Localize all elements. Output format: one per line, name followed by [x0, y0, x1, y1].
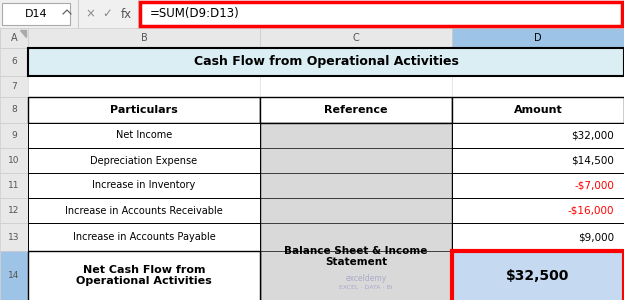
- Bar: [260, 123, 452, 300]
- Bar: [260, 76, 452, 97]
- Text: 11: 11: [8, 181, 20, 190]
- Text: $32,500: $32,500: [506, 268, 570, 283]
- Bar: [28, 173, 260, 198]
- Text: -$7,000: -$7,000: [574, 181, 614, 190]
- Bar: [452, 123, 624, 148]
- Bar: [0, 76, 28, 97]
- Bar: [452, 223, 624, 251]
- Text: Net Income: Net Income: [116, 130, 172, 140]
- Bar: [452, 251, 624, 300]
- Bar: [0, 198, 28, 223]
- Bar: [260, 28, 452, 48]
- Text: Amount: Amount: [514, 105, 562, 115]
- Text: =SUM(D9:D13): =SUM(D9:D13): [150, 8, 240, 20]
- Text: EXCEL · DATA · BI: EXCEL · DATA · BI: [339, 285, 393, 290]
- Text: $32,000: $32,000: [571, 130, 614, 140]
- Bar: [28, 148, 260, 173]
- Bar: [452, 173, 624, 198]
- Text: 14: 14: [8, 271, 20, 280]
- Text: 10: 10: [8, 156, 20, 165]
- Text: fx: fx: [120, 8, 132, 20]
- Bar: [0, 223, 28, 251]
- Text: 9: 9: [11, 131, 17, 140]
- Bar: [28, 251, 260, 300]
- Text: A: A: [11, 33, 17, 43]
- Bar: [0, 251, 28, 300]
- Text: 12: 12: [8, 206, 20, 215]
- Bar: [28, 123, 260, 148]
- Bar: [452, 148, 624, 173]
- Text: exceldemy: exceldemy: [345, 274, 387, 283]
- Text: D: D: [534, 33, 542, 43]
- Text: Increase in Accounts Receivable: Increase in Accounts Receivable: [65, 206, 223, 215]
- Text: ×: ×: [85, 8, 95, 20]
- Bar: [2, 3, 70, 25]
- Text: 7: 7: [11, 82, 17, 91]
- Polygon shape: [20, 30, 26, 37]
- Text: -$16,000: -$16,000: [567, 206, 614, 215]
- Bar: [28, 76, 260, 97]
- Text: Increase in Accounts Payable: Increase in Accounts Payable: [72, 232, 215, 242]
- Text: Cash Flow from Operational Activities: Cash Flow from Operational Activities: [193, 56, 459, 68]
- Text: Reference: Reference: [324, 105, 388, 115]
- Text: 13: 13: [8, 232, 20, 242]
- Text: B: B: [140, 33, 147, 43]
- Text: Net Cash Flow from
Operational Activities: Net Cash Flow from Operational Activitie…: [76, 265, 212, 286]
- Bar: [0, 0, 624, 28]
- Text: Balance Sheet & Income
Statement: Balance Sheet & Income Statement: [285, 246, 427, 267]
- Bar: [28, 198, 260, 223]
- Bar: [452, 76, 624, 97]
- Bar: [28, 223, 260, 251]
- Bar: [140, 2, 622, 26]
- Bar: [260, 97, 452, 123]
- Text: $14,500: $14,500: [571, 155, 614, 166]
- Text: Depreciation Expense: Depreciation Expense: [90, 155, 198, 166]
- Bar: [28, 28, 260, 48]
- Bar: [0, 28, 28, 48]
- Bar: [0, 123, 28, 148]
- Text: Increase in Inventory: Increase in Inventory: [92, 181, 196, 190]
- Bar: [0, 97, 28, 123]
- Bar: [452, 198, 624, 223]
- Text: 8: 8: [11, 106, 17, 115]
- Text: ✓: ✓: [102, 8, 112, 20]
- Text: C: C: [353, 33, 359, 43]
- Bar: [0, 48, 28, 76]
- Text: Particulars: Particulars: [110, 105, 178, 115]
- Bar: [452, 28, 624, 48]
- Bar: [0, 148, 28, 173]
- Text: D14: D14: [25, 9, 47, 19]
- Bar: [28, 48, 624, 76]
- Bar: [0, 28, 28, 48]
- Text: $9,000: $9,000: [578, 232, 614, 242]
- Text: 6: 6: [11, 58, 17, 67]
- Bar: [28, 97, 260, 123]
- Bar: [452, 97, 624, 123]
- Bar: [0, 28, 624, 48]
- Bar: [0, 173, 28, 198]
